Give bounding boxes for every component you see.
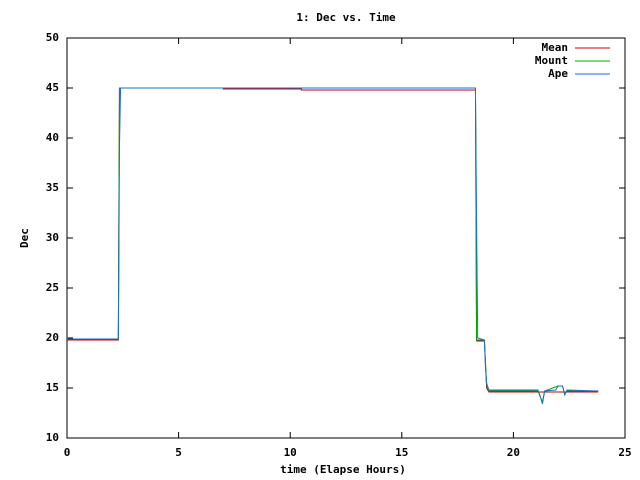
- y-tick-label: 15: [46, 381, 59, 394]
- x-axis-label: time (Elapse Hours): [280, 463, 406, 476]
- plot-border: [66, 37, 626, 439]
- legend-label: Mean: [542, 41, 569, 54]
- y-tick-label: 50: [46, 31, 59, 44]
- y-axis-label: Dec: [18, 228, 31, 248]
- y-tick-label: 40: [46, 131, 59, 144]
- series-line: [66, 87, 599, 405]
- chart-title: 1: Dec vs. Time: [296, 11, 396, 24]
- y-tick-label: 20: [46, 331, 59, 344]
- y-tick-label: 30: [46, 231, 59, 244]
- x-tick-label: 10: [284, 446, 297, 459]
- legend-label: Mount: [535, 54, 568, 67]
- x-tick-label: 5: [175, 446, 182, 459]
- series-line: [67, 87, 599, 393]
- x-tick-label: 25: [618, 446, 631, 459]
- x-tick-label: 0: [64, 446, 71, 459]
- y-tick-label: 10: [46, 431, 59, 444]
- x-tick-label: 15: [395, 446, 408, 459]
- y-tick-label: 25: [46, 281, 59, 294]
- legend-label: Ape: [548, 67, 568, 80]
- series-line: [67, 87, 599, 404]
- x-tick-label: 20: [507, 446, 520, 459]
- y-tick-label: 45: [46, 81, 59, 94]
- y-tick-label: 35: [46, 181, 59, 194]
